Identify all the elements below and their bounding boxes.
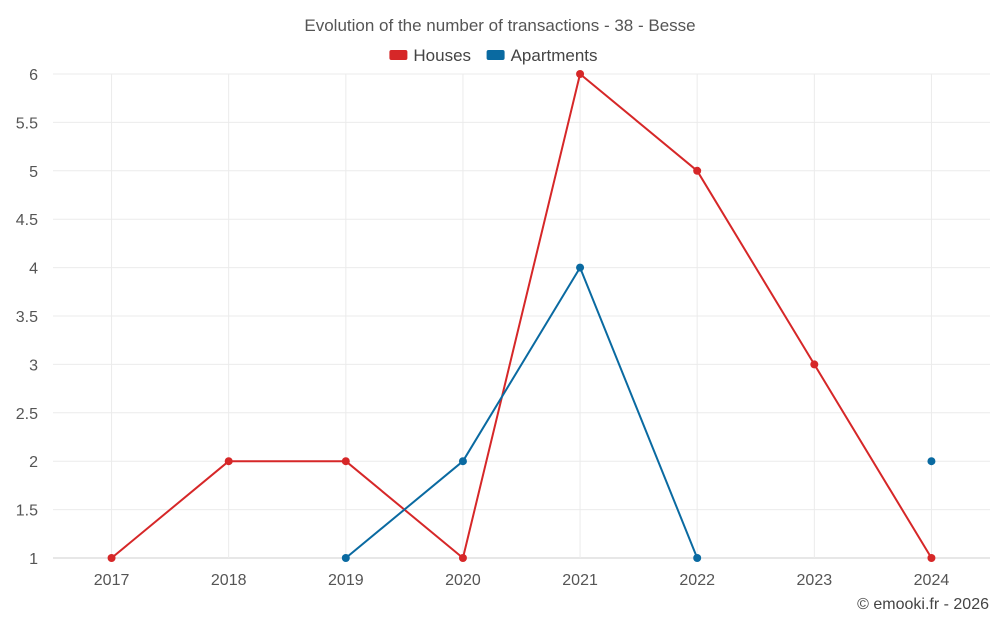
legend: Houses Apartments [389, 46, 598, 65]
x-axis-ticks: 2017 2018 2019 2020 2021 2022 2023 2024 [94, 572, 950, 589]
legend-swatch [389, 50, 408, 60]
legend-label: Apartments [511, 46, 598, 65]
data-point [927, 457, 936, 466]
legend-label: Houses [413, 46, 471, 65]
data-point [576, 70, 585, 78]
y-tick-label: 2.5 [16, 406, 38, 423]
y-tick-label: 1.5 [16, 503, 38, 520]
x-tick-label: 2019 [328, 572, 364, 589]
data-point [693, 166, 702, 175]
series-line [345, 266, 699, 559]
x-tick-label: 2022 [679, 572, 715, 589]
series-houses [107, 70, 936, 562]
y-tick-label: 2 [29, 454, 38, 471]
legend-swatch [486, 50, 505, 60]
x-tick-label: 2023 [797, 572, 833, 589]
y-tick-label: 6 [29, 67, 38, 84]
series-apartments [341, 263, 936, 562]
data-point [341, 457, 350, 466]
data-point [927, 554, 936, 562]
data-point [458, 554, 467, 562]
data-point [458, 457, 467, 466]
data-point [810, 360, 819, 369]
chart-title: Evolution of the number of transactions … [304, 16, 695, 35]
y-tick-label: 1 [29, 551, 38, 568]
y-tick-label: 3 [29, 357, 38, 374]
legend-item: Houses [389, 46, 471, 65]
data-point [693, 554, 702, 562]
data-point [107, 554, 116, 562]
x-tick-label: 2018 [211, 572, 247, 589]
data-point [341, 554, 350, 562]
x-tick-label: 2020 [445, 572, 481, 589]
y-tick-label: 5.5 [16, 115, 38, 132]
x-tick-label: 2024 [914, 572, 950, 589]
x-tick-label: 2017 [94, 572, 130, 589]
x-tick-label: 2021 [562, 572, 598, 589]
y-axis-ticks: 1 1.5 2 2.5 3 3.5 4 4.5 5 5.5 6 [16, 67, 38, 568]
y-tick-label: 4 [29, 261, 38, 278]
y-tick-label: 3.5 [16, 309, 38, 326]
data-point [224, 457, 233, 466]
data-point [576, 263, 585, 272]
series [107, 70, 936, 562]
y-tick-label: 4.5 [16, 212, 38, 229]
credit-text: © emooki.fr - 2026 [857, 596, 989, 613]
series-line [110, 73, 933, 559]
y-tick-label: 5 [29, 164, 38, 181]
legend-item: Apartments [486, 46, 598, 65]
